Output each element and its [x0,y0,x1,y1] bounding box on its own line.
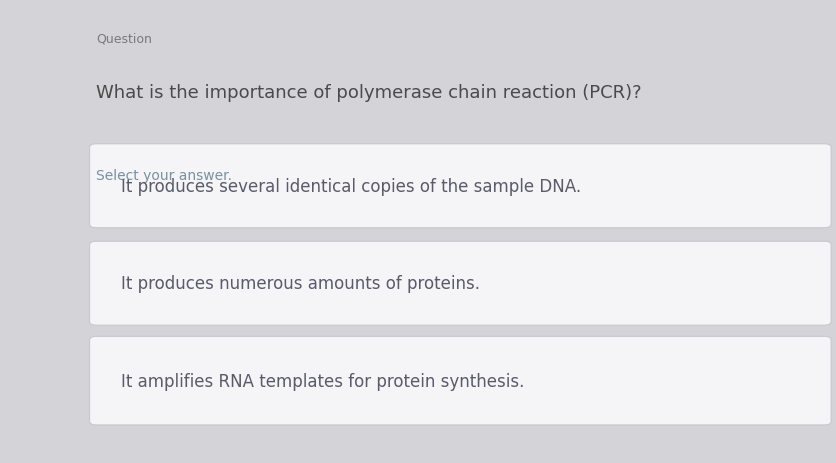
Text: It amplifies RNA templates for protein synthesis.: It amplifies RNA templates for protein s… [121,372,524,390]
Text: It produces several identical copies of the sample DNA.: It produces several identical copies of … [121,177,581,195]
Text: Question: Question [96,32,152,45]
FancyBboxPatch shape [89,144,830,228]
Text: What is the importance of polymerase chain reaction (PCR)?: What is the importance of polymerase cha… [96,83,641,101]
Text: It produces numerous amounts of proteins.: It produces numerous amounts of proteins… [121,275,480,293]
FancyBboxPatch shape [89,337,830,425]
FancyBboxPatch shape [89,242,830,325]
Text: Select your answer.: Select your answer. [96,169,232,183]
